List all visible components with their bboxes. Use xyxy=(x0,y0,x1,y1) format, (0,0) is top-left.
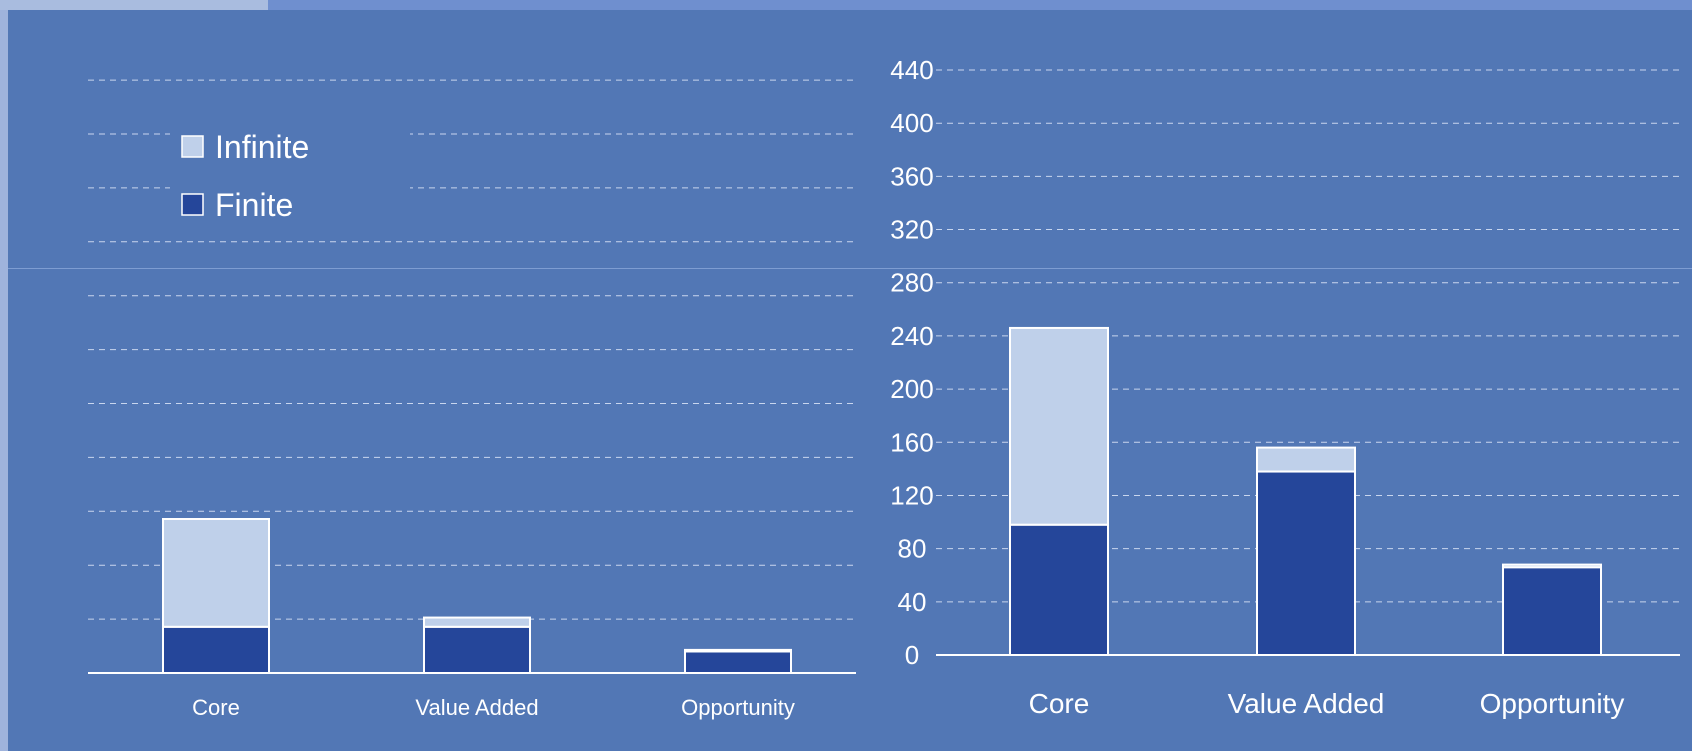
y-tick-label: 120 xyxy=(890,480,933,510)
bar-value-added-finite xyxy=(1256,470,1356,656)
legend-label-infinite: Infinite xyxy=(215,129,309,165)
legend-background xyxy=(170,108,410,234)
bar-opportunity-infinite xyxy=(684,648,792,653)
y-tick-label: 360 xyxy=(890,161,933,191)
top-strip-right xyxy=(268,0,1692,10)
panel-divider-line xyxy=(8,268,1692,269)
left-edge-strip xyxy=(0,10,8,751)
bar-opportunity-finite xyxy=(684,650,792,675)
y-tick-label: 440 xyxy=(890,55,933,85)
bar-core-infinite xyxy=(1009,326,1109,526)
y-tick-label: 200 xyxy=(890,374,933,404)
right-chart: 0 40 80 120 160 200 240 280 320 360 400 440 Core Valu… xyxy=(890,55,1680,719)
x-tick-label: Opportunity xyxy=(1480,688,1625,719)
left-chart: Core Value Added Opportunity xyxy=(88,79,856,720)
bar-core-finite xyxy=(162,625,270,674)
bar-value-added-infinite xyxy=(1256,446,1356,473)
x-tick-label: Value Added xyxy=(1228,688,1385,719)
y-tick-label: 400 xyxy=(890,108,933,138)
x-tick-label: Core xyxy=(1029,688,1090,719)
bar-core-finite xyxy=(1009,523,1109,656)
bar-opportunity-infinite xyxy=(1502,563,1602,569)
bar-value-added-finite xyxy=(423,625,531,674)
legend: Infinite Finite xyxy=(170,108,410,234)
top-strip-left xyxy=(0,0,268,10)
y-tick-label: 280 xyxy=(890,268,933,298)
x-tick-label: Value Added xyxy=(415,695,538,720)
bar-value-added-infinite xyxy=(423,616,531,628)
x-tick-label: Core xyxy=(192,695,240,720)
y-tick-label: 240 xyxy=(890,321,933,351)
y-tick-label: 160 xyxy=(890,427,933,457)
y-tick-label: 0 xyxy=(905,640,919,670)
legend-swatch-finite xyxy=(181,193,204,216)
legend-label-finite: Finite xyxy=(215,187,293,223)
y-tick-label: 40 xyxy=(898,587,927,617)
y-tick-label: 80 xyxy=(898,534,927,564)
bar-core-infinite xyxy=(162,518,270,628)
y-tick-label: 320 xyxy=(890,215,933,245)
legend-swatch-infinite xyxy=(181,135,204,158)
bar-opportunity-finite xyxy=(1502,566,1602,656)
x-tick-label: Opportunity xyxy=(681,695,795,720)
